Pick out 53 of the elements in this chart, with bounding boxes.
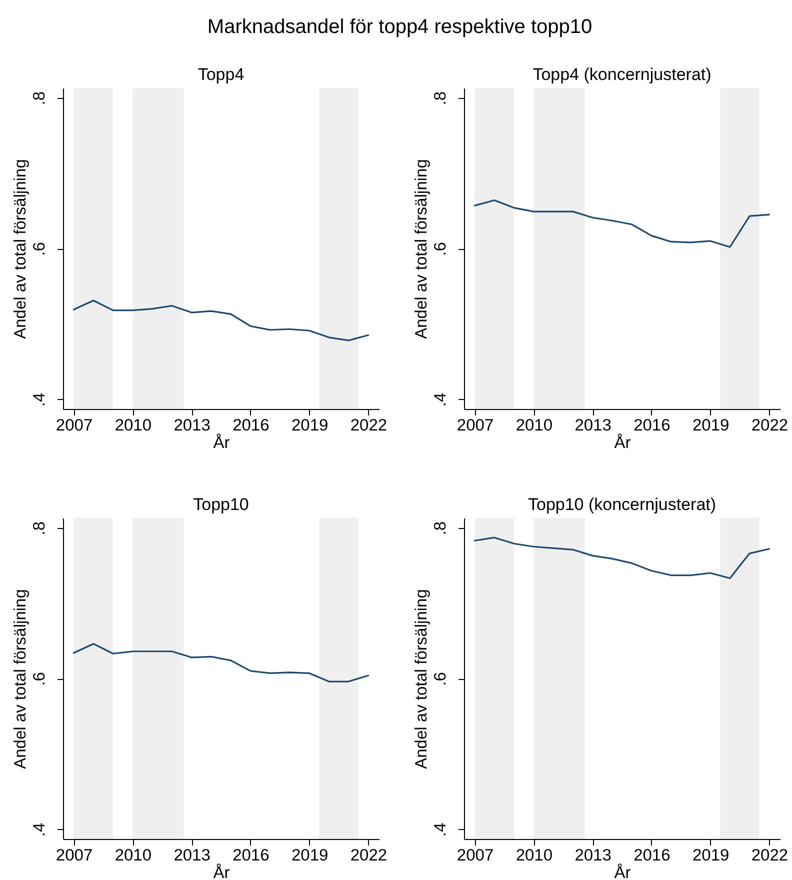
line-series: [72, 300, 370, 342]
x-tick-label: 2019: [692, 416, 730, 434]
x-tick-label: 2007: [456, 846, 494, 864]
chart-title: Topp4: [198, 65, 244, 84]
x-tick-label: 2010: [114, 846, 152, 864]
y-tick-label: .8: [432, 521, 450, 536]
y-tick-label: .4: [432, 392, 450, 407]
x-axis-title: År: [614, 433, 632, 452]
x-tick-label: 2013: [174, 416, 210, 434]
x-tick-label: 2010: [114, 416, 152, 434]
y-tick-label: .4: [30, 822, 48, 837]
x-axis-title: År: [614, 863, 632, 880]
x-tick-label: 2007: [56, 416, 93, 434]
x-tick-label: 2010: [516, 416, 553, 434]
x-axis-title: År: [213, 433, 230, 452]
x-tick-label: 2019: [692, 846, 730, 864]
x-axis-title: År: [213, 863, 230, 880]
chart-title: Topp4 (koncernjusterat): [532, 65, 712, 84]
x-tick-label: 2007: [456, 416, 494, 434]
x-tick-label: 2022: [350, 846, 388, 864]
x-tick-label: 2016: [232, 416, 270, 434]
x-tick-label: 2016: [634, 846, 670, 864]
line-series: [72, 643, 370, 682]
y-axis-title: Andel av total försäljning: [412, 589, 430, 769]
y-tick-label: .6: [30, 242, 48, 256]
x-tick-label: 2016: [232, 846, 270, 864]
x-tick-label: 2013: [174, 846, 210, 864]
y-tick-label: .8: [30, 91, 48, 106]
y-axis-title: Andel av total försäljning: [412, 159, 430, 339]
y-axis-title: Andel av total försäljning: [12, 589, 30, 769]
x-tick-label: 2013: [574, 416, 612, 434]
text: Marknadsandel för topp4 respektive topp10: [207, 16, 592, 38]
x-tick-label: 2016: [634, 416, 670, 434]
y-tick-label: .8: [432, 91, 450, 106]
y-tick-label: .4: [30, 392, 48, 407]
line-series: [474, 199, 770, 248]
x-tick-label: 2019: [291, 846, 328, 864]
x-tick-label: 2019: [291, 416, 328, 434]
x-tick-label: 2010: [516, 846, 553, 864]
y-tick-label: .4: [432, 822, 450, 837]
y-tick-label: .6: [30, 672, 48, 686]
y-axis-title: Andel av total försäljning: [12, 159, 30, 339]
y-tick-label: .6: [432, 242, 450, 256]
line-series: [474, 536, 770, 580]
chart-title: Topp10: [193, 495, 249, 514]
x-tick-label: 2013: [574, 846, 612, 864]
x-tick-label: 2007: [56, 846, 93, 864]
x-tick-label: 2022: [751, 416, 788, 434]
chart-title: Topp10 (koncernjusterat): [528, 495, 716, 514]
y-tick-label: .6: [432, 672, 450, 686]
x-tick-label: 2022: [751, 846, 788, 864]
x-tick-label: 2022: [350, 416, 388, 434]
y-tick-label: .8: [30, 521, 48, 536]
